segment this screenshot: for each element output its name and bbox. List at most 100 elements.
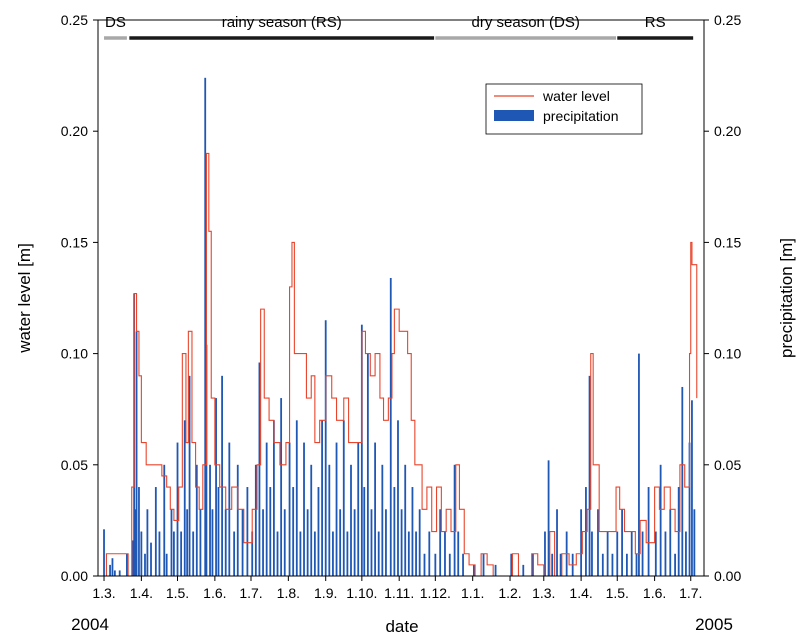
precipitation-bar (444, 531, 446, 576)
precipitation-bar (126, 553, 128, 576)
precipitation-bar (217, 487, 220, 576)
precipitation-bar (393, 487, 396, 576)
x-axis-ticks: 1.3. 1.4. 1.5. 1.6. 1.7. 1.8. 1.9. 1.10. 1.11. 1.… (92, 576, 702, 601)
precipitation-bar (135, 331, 138, 576)
precipitation-bar (199, 509, 202, 576)
precipitation-bar (273, 420, 275, 576)
precipitation-bar (111, 558, 114, 576)
x-axis-label: date (385, 617, 418, 636)
precipitation-bar (638, 353, 640, 576)
precipitation-bar (363, 487, 366, 576)
precipitation-bar (400, 509, 403, 576)
precipitation-bar (591, 531, 593, 576)
precipitation-bar (313, 531, 316, 576)
precipitation-bar (350, 464, 352, 576)
precipitation-bar (630, 531, 633, 576)
precipitation-bar (140, 531, 143, 576)
precipitation-bar (183, 420, 186, 576)
precipitation-bar (621, 509, 623, 576)
precipitation-bar (353, 509, 356, 576)
precipitation-bar (170, 509, 173, 576)
precipitation-bar (532, 553, 534, 576)
precipitation-bar (283, 509, 286, 576)
precipitation-bar (332, 531, 334, 576)
water-level-line (104, 152, 698, 577)
precipitation-bar (669, 509, 672, 576)
left-axis-ticks: 0.00 0.05 0.10 0.15 0.20 0.25 (61, 12, 98, 584)
precipitation-bar (685, 531, 687, 576)
precipitation-bar (224, 509, 227, 576)
precipitation-bar (134, 509, 137, 576)
precipitation-bar (221, 375, 223, 576)
precipitation-bar (328, 464, 331, 576)
precipitation-bar (251, 531, 254, 576)
precipitation-bar (453, 464, 456, 576)
x-tick-label: 1.12. (420, 585, 451, 601)
precipitation-bar (276, 531, 279, 576)
precipitation-bar (654, 531, 657, 576)
precipitation-bar (448, 553, 451, 576)
precipitation-bar (625, 553, 628, 576)
precipitation-bar (641, 531, 644, 576)
precipitation-bar (188, 375, 191, 576)
precipitation-bar (209, 464, 211, 576)
precipitation-bar (321, 420, 323, 576)
precipitation-bar (691, 400, 693, 576)
precipitation-bar (150, 542, 152, 576)
season-label: dry season (DS) (472, 14, 580, 31)
y-tick-label-left: 0.15 (61, 234, 88, 250)
precipitation-bar (606, 531, 609, 576)
precipitation-bar (556, 509, 558, 576)
y-axis-label-right: precipitation [m] (777, 238, 796, 358)
season-label: DS (105, 14, 126, 31)
precipitation-bar (288, 442, 291, 576)
precipitation-bar (544, 531, 546, 576)
y-tick-label-right: 0.05 (714, 457, 741, 473)
x-tick-label: 1.10. (346, 585, 377, 601)
y-axis-label-left: water level [m] (15, 243, 34, 354)
plot-frame (97, 19, 705, 577)
precipitation-bar (462, 553, 464, 576)
season-label: RS (645, 14, 666, 31)
precipitation-bar (280, 398, 283, 576)
x-tick-label: 1.3. (92, 585, 115, 601)
y-tick-label-left: 0.10 (61, 346, 88, 362)
precipitation-bar (601, 553, 604, 576)
precipitation-bar (377, 531, 380, 576)
y-tick-label-left: 0.25 (61, 12, 88, 28)
precipitation-bar (616, 531, 619, 576)
precipitation-bar (138, 487, 140, 576)
precipitation-bar (472, 564, 475, 576)
precipitation-bar (357, 442, 360, 576)
precipitation-bar (195, 464, 198, 576)
precipitation-bar (103, 529, 105, 576)
precipitation-bar (423, 553, 426, 576)
precipitation-bar (158, 531, 161, 576)
precipitation-bar (306, 509, 309, 576)
precipitation-bar (494, 564, 497, 576)
precipitation-bar (407, 531, 410, 576)
precipitation-bar (118, 570, 121, 576)
precipitation-bar (144, 553, 146, 576)
y-tick-label-right: 0.00 (714, 568, 741, 584)
season-label: rainy season (RS) (222, 14, 342, 31)
precipitation-bar (292, 487, 295, 576)
precipitation-bar (165, 553, 168, 576)
precipitation-bar (674, 553, 676, 576)
precipitation-bar (176, 442, 179, 576)
y-tick-label-left: 0.20 (61, 123, 88, 139)
precipitation-bar (659, 464, 662, 576)
precipitation-bar (132, 540, 134, 576)
precipitation-bar (180, 531, 183, 576)
water-level-series (104, 152, 698, 577)
precipitation-bar (580, 509, 583, 576)
x-tick-label: 1.7. (239, 585, 262, 601)
precipitation-bar (664, 531, 667, 576)
precipitation-bar (588, 375, 591, 576)
precipitation-bar (211, 509, 214, 576)
precipitation-bar (186, 509, 189, 576)
season-bars: DS rainy season (RS) dry season (DS) RS (104, 14, 694, 40)
precipitation-bar (482, 553, 485, 576)
precipitation-bar (385, 509, 387, 576)
